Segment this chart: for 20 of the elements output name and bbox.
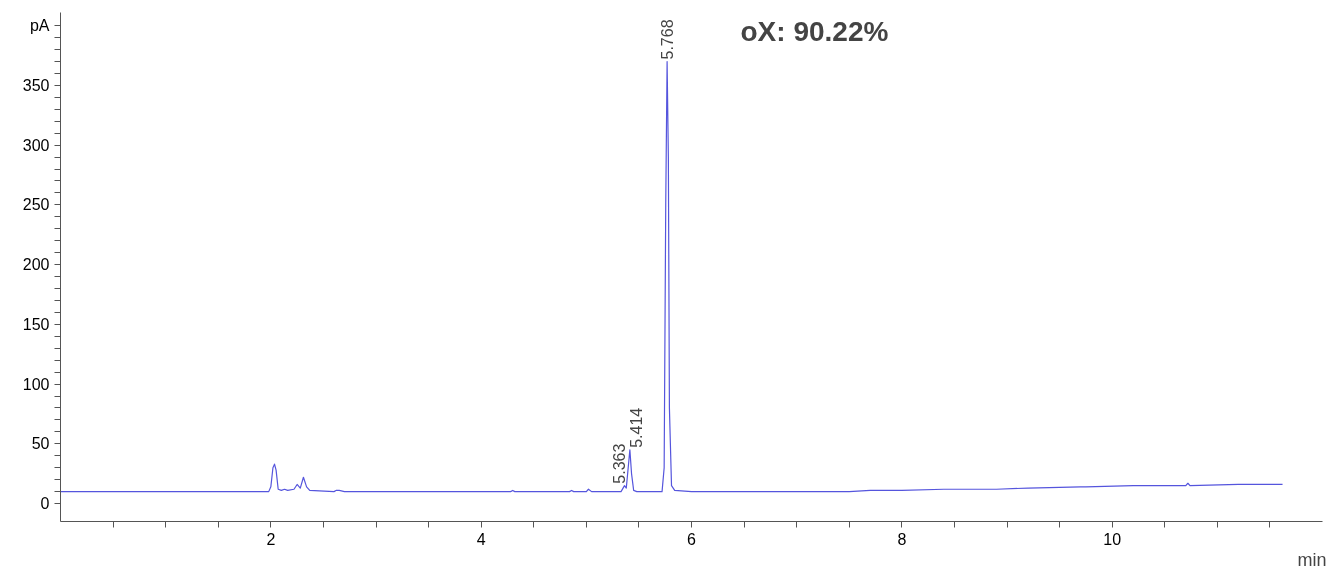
y-tick-label: 0	[40, 495, 50, 513]
x-tick-label: 4	[476, 530, 486, 548]
x-axis-title: min	[1297, 549, 1327, 569]
y-tick-label: 200	[22, 256, 50, 274]
y-tick-label: 150	[22, 315, 50, 333]
x-tick-label: 2	[266, 530, 276, 548]
x-tick-label: 8	[897, 530, 907, 548]
y-tick-label: 300	[22, 136, 50, 154]
line-series	[60, 60, 1284, 493]
y-tick-label: 100	[22, 375, 50, 393]
x-tick-label: 10	[1103, 530, 1122, 548]
annotation: 5.768	[659, 19, 677, 60]
annotation: 5.363	[610, 443, 628, 484]
x-tick-label: 6	[687, 530, 697, 548]
annotation: 5.414	[627, 407, 645, 448]
y-tick-label: 50	[31, 435, 50, 453]
y-tick-label: pA	[29, 17, 50, 35]
annotation: oX: 90.22%	[740, 15, 889, 47]
y-tick-label: 350	[22, 76, 50, 94]
y-tick-label: 250	[22, 196, 50, 214]
